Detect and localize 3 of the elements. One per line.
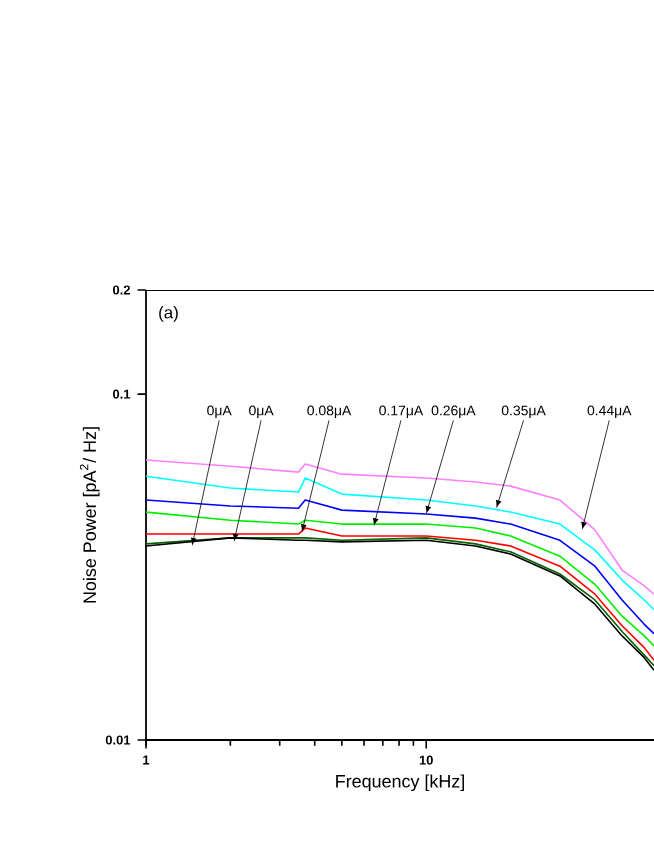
annotation: (a) <box>159 306 178 322</box>
y-axis-title: Noise Power [pA$^{2}$/ Hz] <box>79 427 100 603</box>
x-axis-title: Frequency [kHz] <box>336 774 464 792</box>
